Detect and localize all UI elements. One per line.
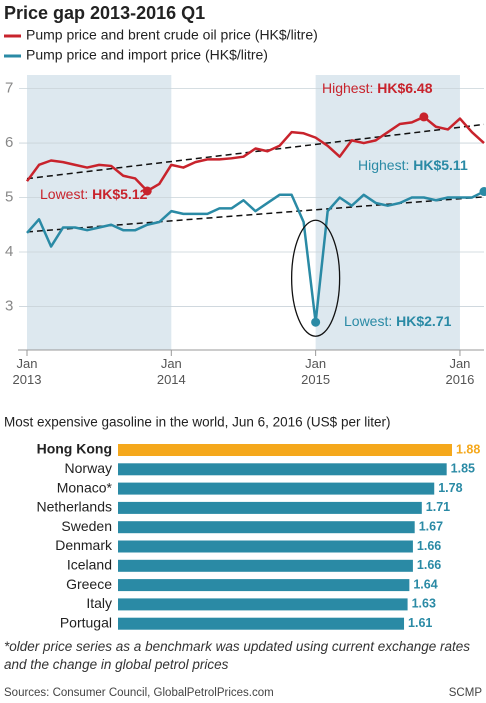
category-label: Italy: [86, 595, 112, 611]
bar: [118, 559, 413, 572]
category-label: Iceland: [67, 557, 112, 573]
series-line: [25, 115, 485, 193]
credit: SCMP: [449, 687, 483, 699]
bar: [118, 444, 452, 456]
trend-line: [26, 123, 485, 180]
value-label: 1.67: [419, 519, 443, 533]
bar: [118, 521, 415, 534]
value-label: 1.78: [438, 481, 462, 495]
extreme-dot: [479, 187, 486, 197]
bar: [118, 463, 447, 476]
value-label: 1.63: [412, 597, 436, 611]
y-tick-label: 6: [5, 134, 13, 151]
year-band: [27, 75, 172, 350]
y-tick-label: 7: [5, 80, 13, 97]
value-label: 1.85: [451, 462, 475, 476]
chart-title: Price gap 2013-2016 Q1: [4, 3, 205, 23]
bar: [118, 617, 405, 630]
x-tick-label: Jan 2016: [445, 356, 475, 387]
category-label: Denmark: [55, 537, 113, 553]
bar: [118, 501, 422, 514]
source: Sources: Consumer Council, GlobalPetrolP…: [4, 687, 274, 699]
highlight-ring: [290, 219, 341, 337]
y-tick-label: 3: [5, 297, 13, 314]
y-tick-label: 4: [5, 243, 13, 260]
extreme-dot: [419, 112, 429, 122]
bar-chart-title: Most expensive gasoline in the world, Ju…: [4, 415, 390, 430]
value-label: 1.61: [408, 616, 432, 630]
bar: [118, 579, 410, 592]
x-tick-label: Jan 2013: [12, 356, 42, 387]
category-label: Monaco*: [57, 479, 113, 495]
value-label: 1.66: [417, 539, 441, 553]
bar: [118, 598, 408, 611]
annotation: Highest: HK$6.48: [322, 80, 433, 96]
y-tick-label: 5: [5, 188, 13, 205]
x-tick-label: Jan 2014: [156, 356, 186, 387]
value-label: 1.66: [417, 558, 441, 572]
extreme-dot: [311, 317, 321, 327]
trend-line: [26, 196, 485, 233]
value-label: 1.88: [456, 442, 480, 456]
series-line: [26, 190, 485, 324]
footnote: *older price series as a benchmark was u…: [4, 639, 471, 672]
annotation: Highest: HK$5.11: [358, 157, 468, 173]
bar: [118, 482, 435, 495]
bar: [118, 540, 413, 553]
category-label: Norway: [65, 460, 112, 476]
value-label: 1.64: [413, 577, 437, 591]
annotation: Lowest: HK$2.71: [344, 313, 452, 329]
category-label: Portugal: [60, 614, 112, 630]
value-label: 1.71: [426, 500, 450, 514]
category-label: Netherlands: [37, 499, 113, 515]
legend-label: Pump price and brent crude oil price (HK…: [26, 27, 318, 43]
category-label: Sweden: [61, 518, 112, 534]
x-tick-label: Jan 2015: [301, 356, 331, 387]
year-band: [315, 75, 460, 350]
extreme-dot: [142, 186, 152, 196]
category-label: Greece: [66, 576, 112, 592]
annotation: Lowest: HK$5.12: [40, 186, 148, 202]
legend-label: Pump price and import price (HK$/litre): [26, 47, 268, 63]
category-label: Hong Kong: [37, 441, 112, 457]
